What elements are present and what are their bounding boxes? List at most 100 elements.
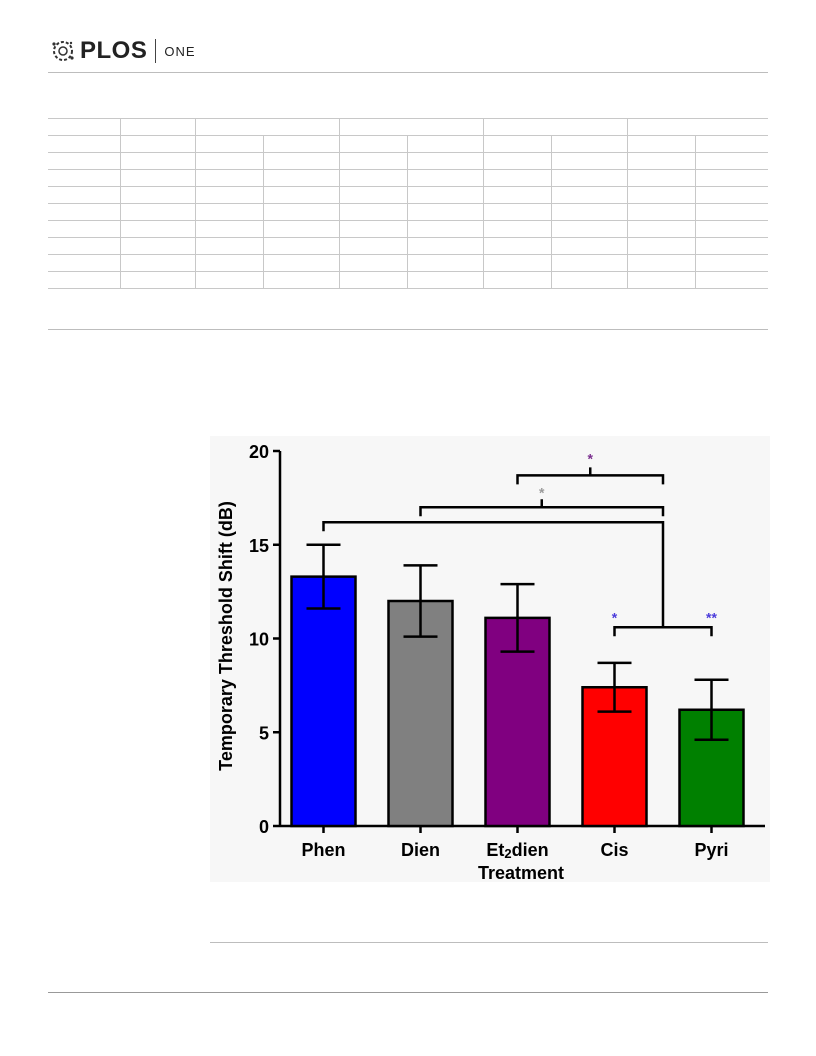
plos-one-logo: PLOS ONE xyxy=(50,36,196,66)
table-cell xyxy=(194,186,263,204)
table-cell xyxy=(338,135,407,153)
table-cell xyxy=(626,220,695,238)
table-cell xyxy=(194,271,263,289)
table-cell xyxy=(119,271,195,289)
table-cell xyxy=(626,254,695,272)
table-cell xyxy=(338,237,407,255)
table-cell xyxy=(119,203,195,221)
table-cell xyxy=(119,169,195,187)
table-cell xyxy=(550,220,627,238)
table-cell xyxy=(550,254,627,272)
table-row xyxy=(48,203,768,221)
table-row xyxy=(48,118,768,136)
table-row xyxy=(48,169,768,187)
significance-marker: * xyxy=(588,450,594,466)
table-cell xyxy=(194,135,263,153)
table-cell xyxy=(48,220,120,238)
x-axis-label: Treatment xyxy=(478,863,564,882)
table-row xyxy=(48,237,768,255)
table-cell xyxy=(119,135,195,153)
table-cell xyxy=(550,152,627,170)
table-cell xyxy=(694,271,768,289)
table-cell xyxy=(550,169,627,187)
table-row xyxy=(48,254,768,272)
table-cell xyxy=(626,135,695,153)
table-cell xyxy=(626,203,695,221)
table-cell xyxy=(48,186,120,204)
table-cell xyxy=(194,118,339,136)
header-rule xyxy=(48,72,768,73)
table-cell xyxy=(194,254,263,272)
table-cell xyxy=(262,237,339,255)
table-cell xyxy=(694,169,768,187)
table-cell xyxy=(262,152,339,170)
table-cell xyxy=(48,271,120,289)
table-cell xyxy=(119,118,195,136)
table-cell xyxy=(338,271,407,289)
x-tick-label: Et2dien xyxy=(486,840,548,861)
y-tick-label: 20 xyxy=(249,442,269,462)
table-cell xyxy=(694,203,768,221)
table-cell xyxy=(406,254,483,272)
table-cell xyxy=(482,169,551,187)
table-row xyxy=(48,186,768,204)
table-cell xyxy=(262,135,339,153)
table-row xyxy=(48,220,768,238)
table-cell xyxy=(550,135,627,153)
table-cell xyxy=(338,186,407,204)
table-cell xyxy=(406,152,483,170)
table-cell xyxy=(119,152,195,170)
table-cell xyxy=(482,118,627,136)
table-cell xyxy=(550,186,627,204)
x-tick-label: Dien xyxy=(401,840,440,860)
table-cell xyxy=(48,237,120,255)
table-cell xyxy=(194,169,263,187)
table-cell xyxy=(119,237,195,255)
plos-logo-icon xyxy=(52,41,74,61)
table-cell xyxy=(626,152,695,170)
table-cell xyxy=(48,254,120,272)
table-cell xyxy=(48,135,120,153)
table-cell xyxy=(119,186,195,204)
table-cell xyxy=(694,135,768,153)
table-cell xyxy=(262,203,339,221)
table-cell xyxy=(338,254,407,272)
y-axis-label: Temporary Threshold Shift (dB) xyxy=(216,501,236,771)
table-cell xyxy=(406,203,483,221)
table-cell xyxy=(482,186,551,204)
table-bottom-rule xyxy=(48,329,768,330)
table-cell xyxy=(262,186,339,204)
table-cell xyxy=(694,220,768,238)
table-cell xyxy=(626,186,695,204)
table-cell xyxy=(406,271,483,289)
bracket-phen xyxy=(322,521,665,628)
table-cell xyxy=(262,169,339,187)
table-cell xyxy=(550,203,627,221)
significance-marker: ** xyxy=(706,609,717,625)
table-cell xyxy=(694,237,768,255)
table-cell xyxy=(262,220,339,238)
table-cell xyxy=(626,237,695,255)
journal-name: ONE xyxy=(164,43,196,59)
y-tick-label: 15 xyxy=(249,536,269,556)
table-cell xyxy=(550,237,627,255)
data-table xyxy=(48,118,768,289)
footer-rule xyxy=(48,992,768,993)
table-cell xyxy=(626,271,695,289)
table-cell xyxy=(338,220,407,238)
table-cell xyxy=(48,169,120,187)
x-tick-label: Phen xyxy=(301,840,345,860)
threshold-shift-bar-chart: Temporary Threshold Shift (dB) Treatment… xyxy=(210,436,770,882)
table-cell xyxy=(338,169,407,187)
table-cell xyxy=(626,118,768,136)
table-cell xyxy=(119,254,195,272)
x-tick-label: Pyri xyxy=(694,840,728,860)
table-cell xyxy=(194,220,263,238)
table-row xyxy=(48,135,768,153)
table-cell xyxy=(482,203,551,221)
table-row xyxy=(48,271,768,289)
table-cell xyxy=(482,237,551,255)
significance-marker: * xyxy=(539,484,545,500)
table-cell xyxy=(48,118,120,136)
brand-name: PLOS xyxy=(80,37,148,64)
